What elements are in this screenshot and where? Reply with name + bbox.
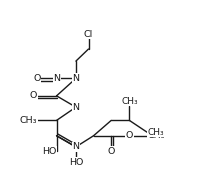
Text: CH₃: CH₃ — [20, 116, 37, 125]
Text: CH₃: CH₃ — [148, 128, 164, 137]
Text: HO: HO — [42, 147, 57, 156]
Text: O: O — [108, 147, 115, 156]
Text: O: O — [30, 91, 37, 100]
Text: HO: HO — [69, 158, 83, 167]
Text: N: N — [72, 142, 79, 151]
Text: Cl: Cl — [84, 30, 93, 39]
Text: CH₃: CH₃ — [148, 131, 165, 140]
Text: N: N — [72, 74, 79, 83]
Text: O: O — [34, 74, 41, 83]
Text: N: N — [53, 74, 60, 83]
Text: CH₃: CH₃ — [121, 96, 138, 106]
Text: O: O — [126, 131, 133, 140]
Text: N: N — [72, 103, 79, 112]
